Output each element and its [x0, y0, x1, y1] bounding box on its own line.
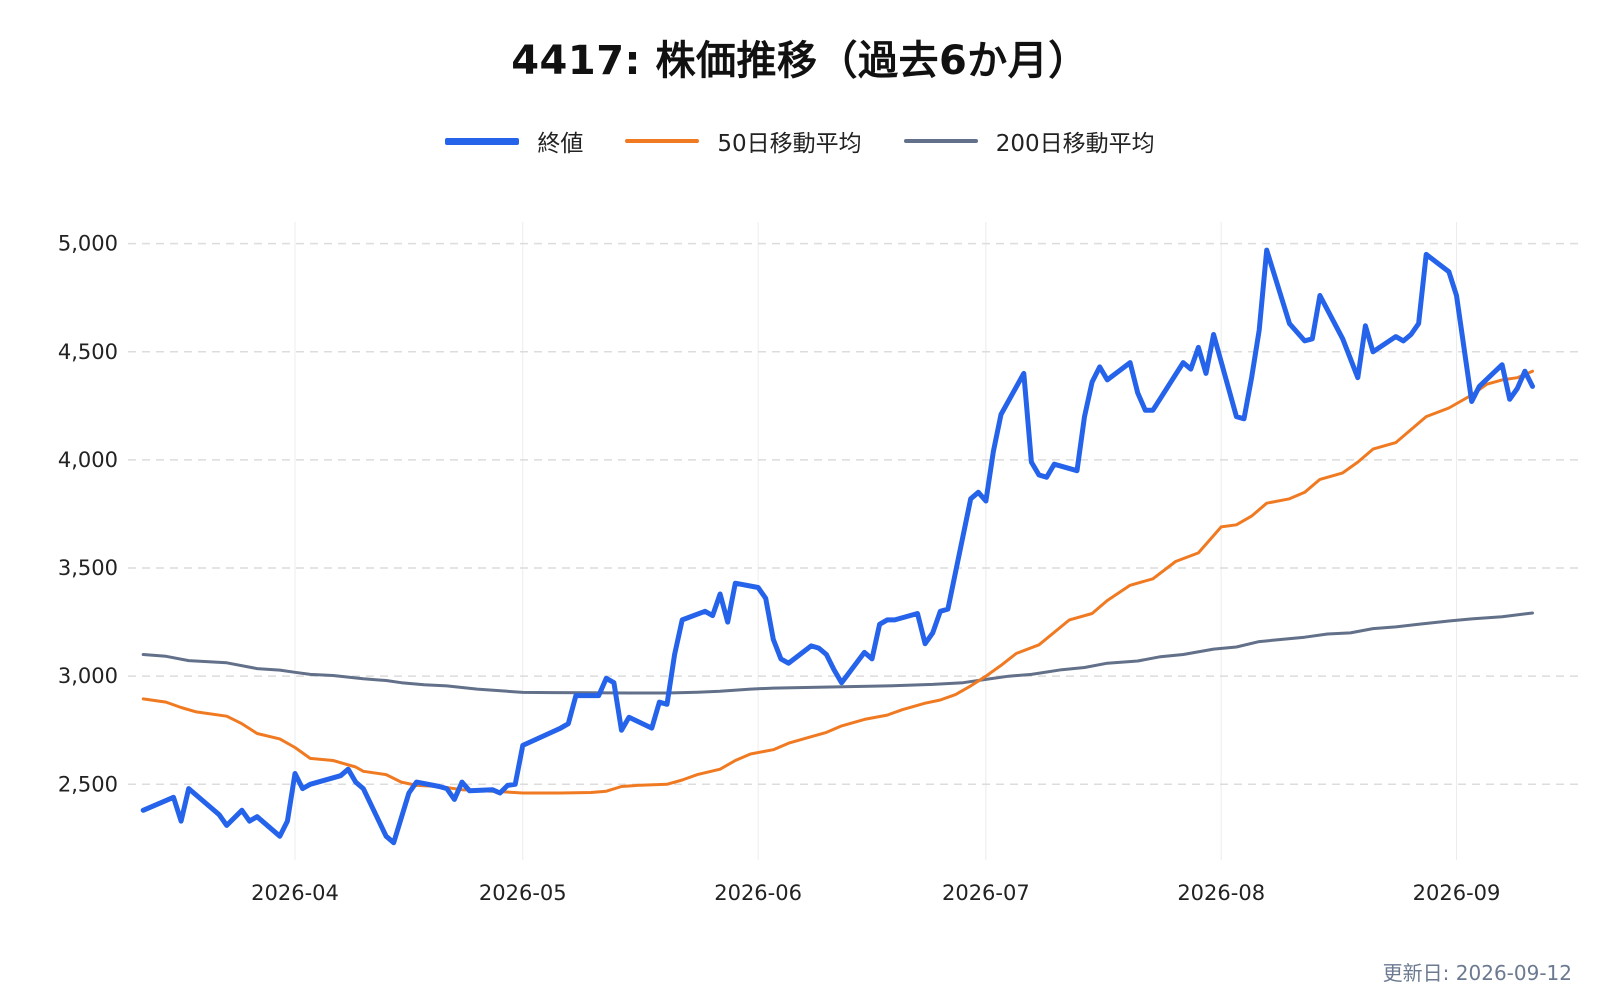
legend-item-close[interactable]: 終値 — [445, 124, 583, 158]
y-tick-label: 4,000 — [58, 448, 118, 472]
chart-title: 4417: 株価推移（過去6か月） — [511, 38, 1089, 84]
x-tick-label: 2026-07 — [942, 881, 1030, 905]
y-tick-label: 4,500 — [58, 340, 118, 364]
legend-swatch-ma50 — [625, 139, 700, 143]
legend-item-ma50[interactable]: 50日移動平均 — [625, 124, 862, 158]
y-tick-label: 5,000 — [58, 232, 118, 256]
x-tick-label: 2026-06 — [714, 881, 802, 905]
updated-date-note: 更新日: 2026-09-12 — [1382, 961, 1572, 985]
y-tick-label: 3,500 — [58, 556, 118, 580]
x-tick-label: 2026-09 — [1413, 881, 1501, 905]
x-tick-label: 2026-08 — [1177, 881, 1265, 905]
legend-item-ma200[interactable]: 200日移動平均 — [903, 124, 1155, 158]
grid-layer — [128, 222, 1578, 860]
legend-label-ma200: 200日移動平均 — [995, 131, 1155, 157]
series-layer — [140, 247, 1535, 846]
legend-swatch-close — [445, 137, 520, 145]
y-tick-label: 2,500 — [58, 772, 118, 796]
x-tick-label: 2026-05 — [479, 881, 567, 905]
x-tick-label: 2026-04 — [251, 881, 339, 905]
close-price-line — [140, 247, 1535, 846]
legend-swatch-ma200 — [903, 139, 978, 143]
legend-label-ma50: 50日移動平均 — [717, 131, 862, 157]
ma50-line — [141, 369, 1534, 795]
legend: 終値 50日移動平均 200日移動平均 — [0, 124, 1600, 158]
y-tick-label: 3,000 — [58, 664, 118, 688]
ma200-line — [141, 611, 1534, 695]
legend-label-close: 終値 — [537, 131, 584, 157]
axis-layer: 2026-04 2026-05 2026-06 2026-07 2026-08 2026-… — [58, 232, 1501, 905]
